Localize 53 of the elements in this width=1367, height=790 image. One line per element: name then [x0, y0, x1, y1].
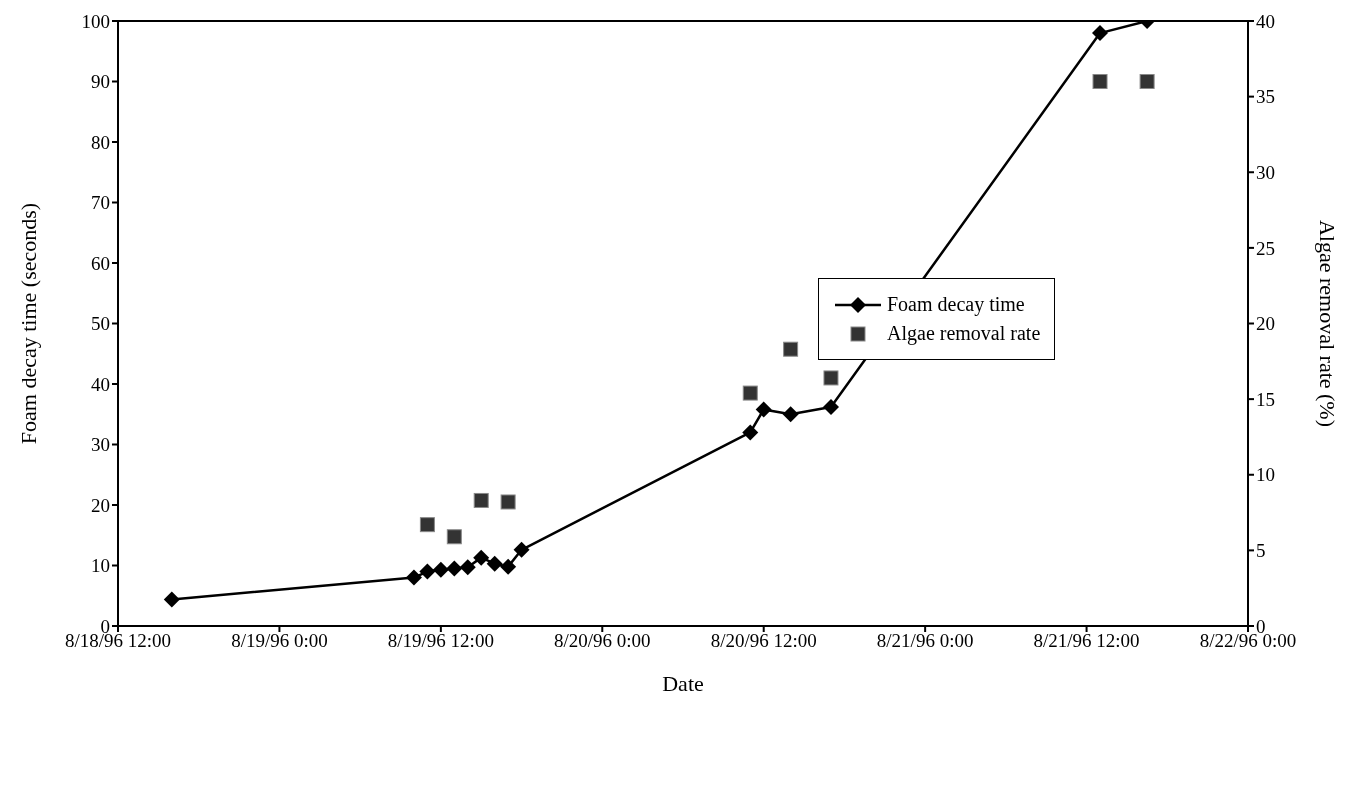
point: [742, 424, 759, 441]
y-tick-label: 50: [91, 313, 110, 335]
point: [500, 494, 516, 510]
point: [1092, 25, 1109, 42]
y2-tick-label: 40: [1256, 10, 1275, 32]
point: [755, 401, 772, 418]
point: [783, 341, 799, 357]
point: [432, 561, 449, 578]
legend-label: Algae removal rate: [887, 322, 1041, 345]
x-tick-label: 8/19/96 0:00: [231, 630, 328, 652]
y2-tick-label: 30: [1256, 161, 1275, 183]
point: [782, 406, 799, 423]
y-tick-label: 100: [81, 10, 110, 32]
point: [419, 563, 436, 580]
point: [459, 559, 476, 576]
x-tick-label: 8/21/96 0:00: [876, 630, 974, 652]
x-tick-label: 8/20/96 0:00: [553, 630, 651, 652]
y-axis-title: Foam decay time (seconds): [15, 202, 41, 445]
y-tick-label: 40: [91, 373, 110, 395]
y-tick-label: 70: [91, 192, 110, 214]
x-tick-label: 8/20/96 12:00: [710, 630, 817, 652]
y2-tick-label: 10: [1256, 464, 1275, 486]
point: [405, 569, 422, 586]
point: [822, 398, 839, 415]
y-tick-label: 90: [91, 71, 110, 93]
y2-tick-label: 20: [1256, 313, 1275, 335]
point: [742, 385, 758, 401]
point: [419, 517, 435, 533]
y2-tick-label: 15: [1256, 388, 1275, 410]
y2-tick-label: 35: [1256, 86, 1275, 108]
point: [473, 549, 490, 566]
point: [473, 492, 489, 508]
y2-tick-label: 25: [1256, 237, 1275, 259]
y-tick-label: 80: [91, 131, 110, 153]
point: [1092, 74, 1108, 89]
point: [486, 555, 503, 572]
y-tick-label: 20: [91, 494, 110, 516]
x-tick-label: 8/19/96 12:00: [387, 630, 494, 652]
point: [513, 541, 530, 558]
legend-label: Foam decay time: [887, 293, 1025, 316]
y-tick-label: 60: [91, 252, 110, 274]
y-tick-label: 30: [91, 434, 110, 456]
point: [163, 591, 180, 608]
y2-axis-title: Algae removal rate (%): [1315, 219, 1341, 428]
point: [1139, 74, 1155, 89]
y2-tick-label: 5: [1256, 540, 1266, 562]
x-tick-label: 8/21/96 12:00: [1033, 630, 1140, 652]
x-axis-title: Date: [662, 671, 704, 696]
point: [823, 370, 839, 386]
point: [446, 529, 462, 545]
point: [446, 560, 463, 577]
y-tick-label: 10: [91, 555, 110, 577]
point: [500, 558, 517, 575]
